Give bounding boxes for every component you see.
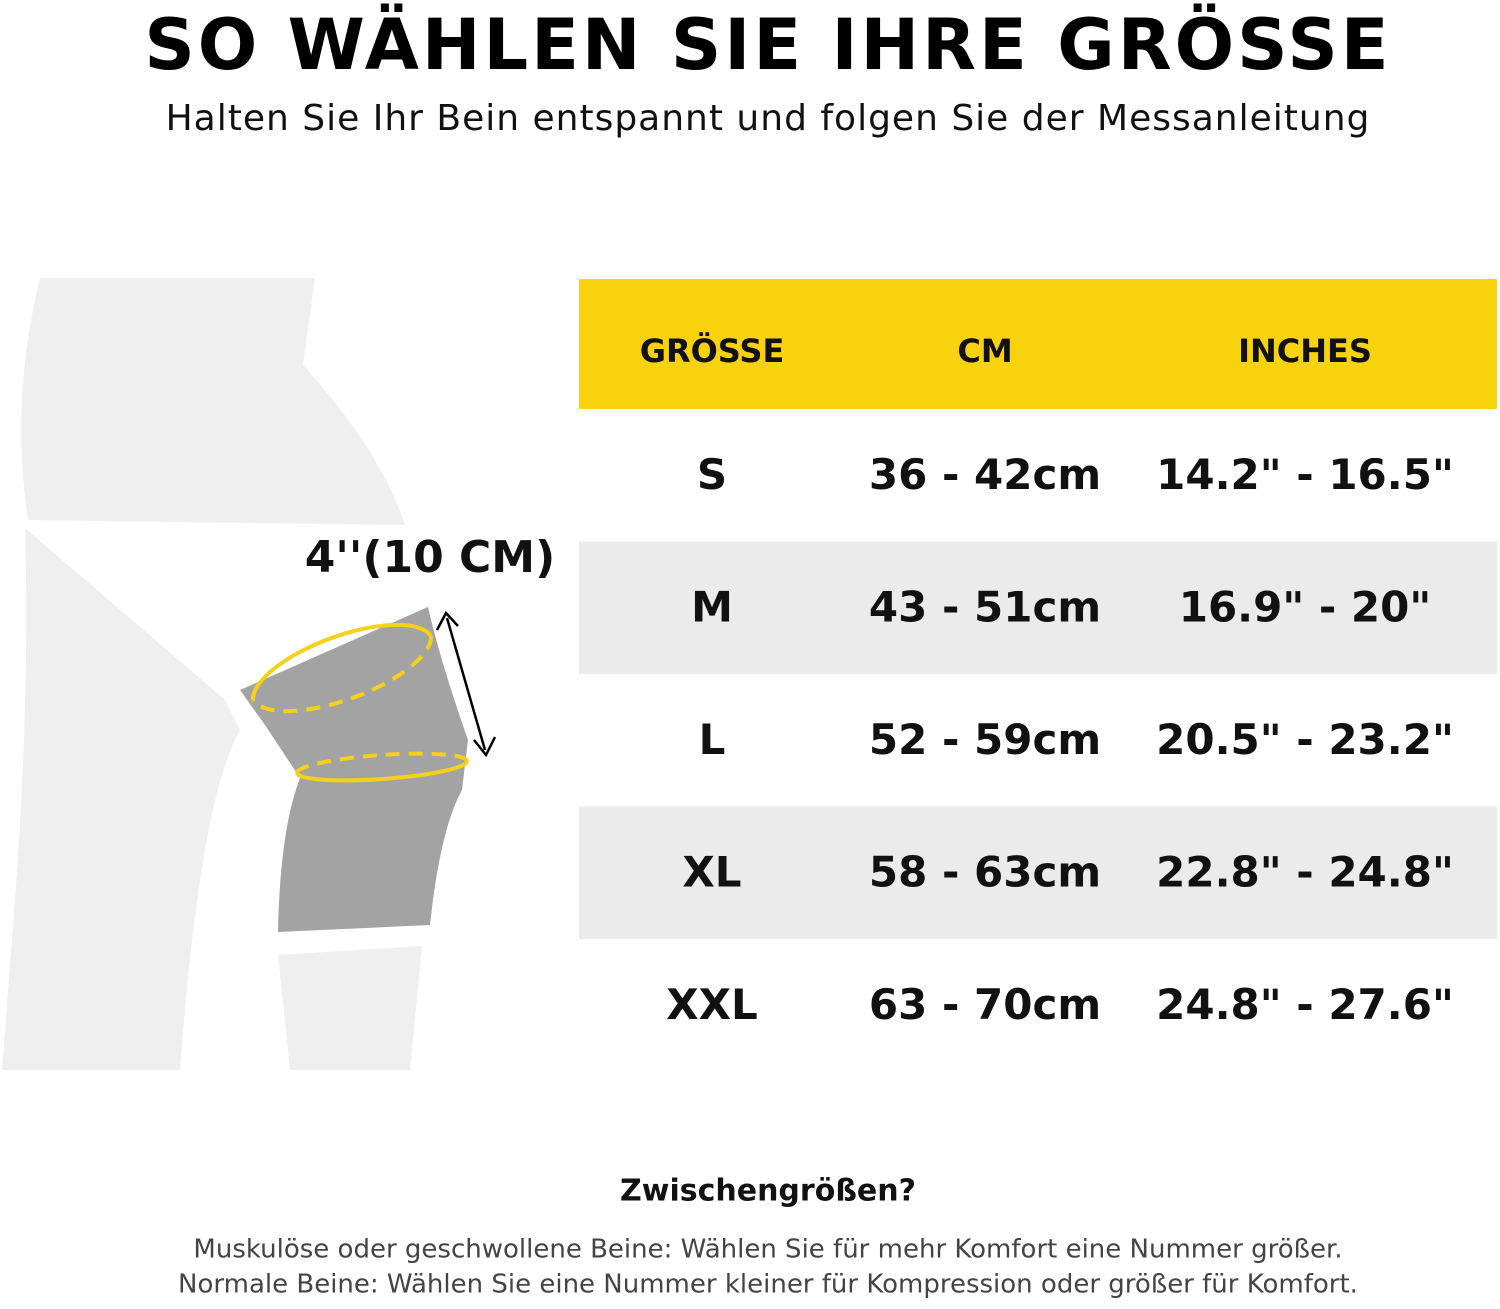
table-cell: 20.5" - 23.2"	[1156, 715, 1454, 764]
table-cell: 14.2" - 16.5"	[1156, 450, 1454, 499]
column-header: CM	[957, 332, 1012, 370]
bottom-ring	[295, 760, 469, 783]
table-cell: 63 - 70cm	[869, 980, 1101, 1029]
table-cell: XXL	[666, 980, 758, 1029]
measure-label: 4''(10 CM)	[305, 532, 555, 583]
measure-arrow	[445, 617, 487, 751]
footer-heading: Zwischengrößen?	[620, 1174, 916, 1209]
subtitle: Halten Sie Ihr Bein entspannt und folgen…	[166, 98, 1371, 139]
size-table: GRÖSSE CM INCHES S 36 - 42cm 14.2" - 16.5" M 43…	[579, 279, 1497, 1029]
thigh	[21, 278, 405, 525]
footer-line: Muskulöse oder geschwollene Beine: Wähle…	[193, 1235, 1342, 1265]
column-header: INCHES	[1238, 332, 1372, 370]
table-cell: 24.8" - 27.6"	[1156, 980, 1454, 1029]
shin	[278, 946, 422, 1070]
footer-line: Normale Beine: Wählen Sie eine Nummer kl…	[178, 1270, 1358, 1300]
table-cell: 58 - 63cm	[869, 847, 1101, 896]
row-bg	[579, 806, 1497, 939]
table-cell: XL	[682, 847, 741, 896]
top-ring	[250, 622, 433, 701]
title: SO WÄHLEN SIE IHRE GRÖSSE	[144, 4, 1391, 86]
arrow-head	[473, 736, 497, 758]
table-cell: S	[697, 450, 727, 499]
leg-illustration: 4''(10 CM)	[2, 278, 555, 1070]
top-ring-back	[251, 635, 434, 714]
table-cell: M	[691, 582, 733, 631]
column-header: GRÖSSE	[640, 332, 785, 370]
table-cell: 22.8" - 24.8"	[1156, 847, 1454, 896]
table-cell: 36 - 42cm	[869, 450, 1101, 499]
table-cell: 16.9" - 20"	[1179, 582, 1432, 631]
calf-back	[2, 528, 240, 1070]
knee-sleeve	[240, 607, 468, 932]
row-bg	[579, 541, 1497, 674]
bottom-ring-back	[295, 751, 469, 774]
table-cell: 43 - 51cm	[869, 582, 1101, 631]
arrow-head	[435, 610, 459, 631]
table-cell: L	[699, 715, 726, 764]
table-cell: 52 - 59cm	[869, 715, 1101, 764]
table-header-bg	[579, 279, 1497, 409]
